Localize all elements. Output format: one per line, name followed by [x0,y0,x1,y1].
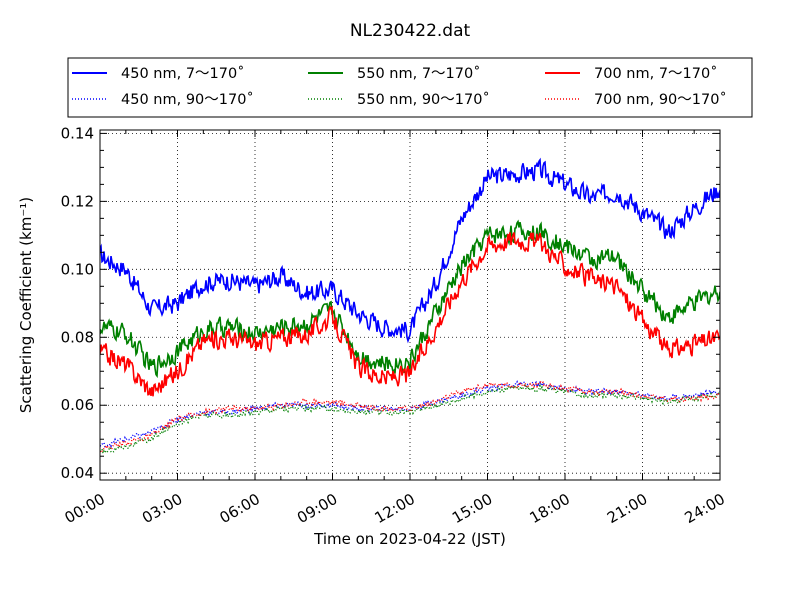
y-tick-label: 0.10 [61,260,94,278]
chart-title: NL230422.dat [350,21,471,41]
y-tick-label: 0.06 [61,396,94,414]
legend-450nm-90-170-label: 450 nm, 90～170˚ [121,91,254,108]
series-layer [100,157,720,456]
x-tick-label: 00:00 [62,490,108,527]
grid [100,130,720,480]
series-550nm-90-170 [100,383,720,456]
x-tick-label: 03:00 [139,490,185,527]
y-tick-label: 0.08 [61,328,94,346]
x-tick-label: 12:00 [372,490,418,527]
plot-frame [99,129,721,481]
legend-550nm-7-170-label: 550 nm, 7～170˚ [357,65,480,82]
legend-450nm-7-170-label: 450 nm, 7～170˚ [121,65,244,82]
x-tick-label: 21:00 [604,490,650,527]
series-700nm-7-170 [100,232,720,397]
legend-550nm-90-170-label: 550 nm, 90～170˚ [357,91,490,108]
y-tick-label: 0.04 [61,464,94,482]
legend: 450 nm, 7～170˚ 550 nm, 7～170˚ 700 nm, 7～17… [67,57,753,118]
x-axis-label: Time on 2023-04-22 (JST) [313,530,506,548]
series-450nm-90-170 [100,380,720,449]
plot-area [99,129,721,481]
y-axis-label: Scattering Coefficient (km⁻¹) [17,197,35,413]
series-450nm-7-170 [100,157,720,344]
x-tick-label: 15:00 [449,490,495,527]
y-tick-labels: 0.04 0.06 0.08 0.10 0.12 0.14 [61,124,94,482]
y-tick-label: 0.14 [61,124,94,142]
x-tick-labels: 00:00 03:00 06:00 09:00 12:00 15:00 18:00 21:00… [62,490,728,527]
legend-700nm-90-170-label: 700 nm, 90～170˚ [594,91,727,108]
y-tick-label: 0.12 [61,192,94,210]
legend-box [67,57,753,118]
x-tick-label: 24:00 [682,490,728,527]
x-tick-label: 06:00 [217,490,263,527]
x-tick-label: 09:00 [294,490,340,527]
x-tick-label: 18:00 [527,490,573,527]
legend-700nm-7-170-label: 700 nm, 7～170˚ [594,65,717,82]
